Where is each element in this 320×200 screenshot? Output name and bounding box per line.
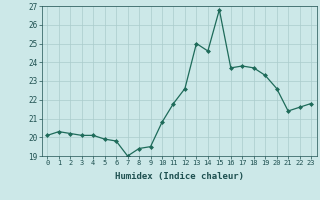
X-axis label: Humidex (Indice chaleur): Humidex (Indice chaleur) xyxy=(115,172,244,181)
